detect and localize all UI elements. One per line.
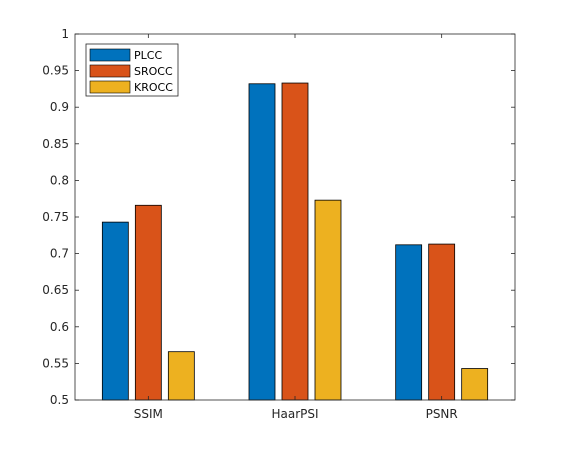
x-tick-label-ssim: SSIM bbox=[134, 407, 163, 421]
bar-krocc-ssim bbox=[167, 351, 195, 401]
bar-krocc-haarpsi bbox=[314, 199, 342, 401]
legend-label-krocc: KROCC bbox=[134, 81, 173, 94]
bars-group bbox=[101, 82, 489, 401]
axes-group: 0.5 0.55 0.6 0.65 0.7 0.75 0.8 0.85 0.9 0.95 1 SSIM… bbox=[42, 27, 516, 421]
y-tick-label: 0.8 bbox=[50, 173, 69, 187]
legend-swatch-krocc bbox=[89, 80, 131, 94]
legend-label-plcc: PLCC bbox=[134, 49, 162, 62]
x-tick-label-haarpsi: HaarPSI bbox=[271, 407, 318, 421]
legend: PLCC SROCC KROCC bbox=[85, 43, 179, 97]
bar-srocc-psnr bbox=[428, 243, 456, 401]
x-tick-label-psnr: PSNR bbox=[426, 407, 458, 421]
legend-swatch-plcc bbox=[89, 48, 131, 62]
legend-swatch-srocc bbox=[89, 64, 131, 78]
legend-label-srocc: SROCC bbox=[134, 65, 173, 78]
bar-srocc-ssim bbox=[134, 204, 162, 401]
y-tick-label: 0.95 bbox=[42, 64, 69, 78]
bar-srocc-haarpsi bbox=[281, 82, 309, 401]
bar-plcc-ssim bbox=[101, 221, 129, 401]
y-tick-label: 0.75 bbox=[42, 210, 69, 224]
y-tick-label: 0.9 bbox=[50, 100, 69, 114]
y-tick-label: 0.65 bbox=[42, 283, 69, 297]
y-tick-label: 1 bbox=[61, 27, 69, 41]
bar-krocc-psnr bbox=[461, 368, 489, 401]
y-tick-label: 0.6 bbox=[50, 320, 69, 334]
y-tick-label: 0.7 bbox=[50, 247, 69, 261]
y-tick-label: 0.85 bbox=[42, 137, 69, 151]
bar-plcc-psnr bbox=[395, 244, 423, 401]
y-tick-label: 0.5 bbox=[50, 393, 69, 407]
bar-plcc-haarpsi bbox=[248, 83, 276, 401]
y-tick-label: 0.55 bbox=[42, 356, 69, 370]
